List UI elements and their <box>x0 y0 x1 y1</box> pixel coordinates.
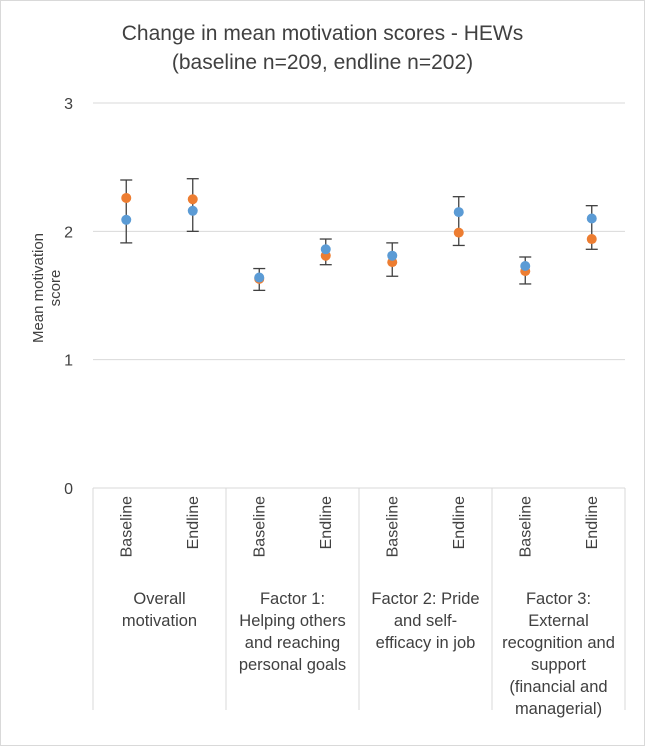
y-tick-label: 3 <box>64 96 73 113</box>
data-point <box>453 207 464 218</box>
x-tick-label: Baseline <box>384 496 401 557</box>
x-tick-label: Baseline <box>251 496 268 557</box>
data-point <box>387 250 398 261</box>
group-label: Overall motivation <box>121 590 198 630</box>
chart-subtitle: (baseline n=209, endline n=202) <box>171 51 474 74</box>
x-tick-label: Endline <box>185 496 202 549</box>
group-label: Factor 2: Pride and self-efficacy in job <box>371 590 480 652</box>
y-tick-label: 1 <box>64 353 73 370</box>
group-label: Factor 1: Helping others and reaching perso… <box>238 590 347 674</box>
data-point <box>254 272 265 283</box>
group-label: Factor 3: External recognition and support(… <box>502 590 615 718</box>
chart-title: Change in mean motivation scores - HEWs <box>121 22 524 45</box>
x-tick-label: Baseline <box>118 496 135 557</box>
data-point <box>586 213 597 224</box>
data-point <box>320 244 331 255</box>
data-point <box>520 260 531 271</box>
x-tick-label: Baseline <box>517 496 534 557</box>
x-tick-label: Endline <box>584 496 601 549</box>
data-point <box>453 227 464 238</box>
data-point <box>586 234 597 245</box>
data-point <box>187 205 198 216</box>
x-tick-label: Endline <box>318 496 335 549</box>
data-point <box>187 194 198 205</box>
data-point <box>121 192 132 203</box>
y-tick-label: 2 <box>64 224 73 241</box>
x-tick-label: Endline <box>451 496 468 549</box>
data-point <box>121 214 132 225</box>
y-tick-label: 0 <box>64 481 73 498</box>
